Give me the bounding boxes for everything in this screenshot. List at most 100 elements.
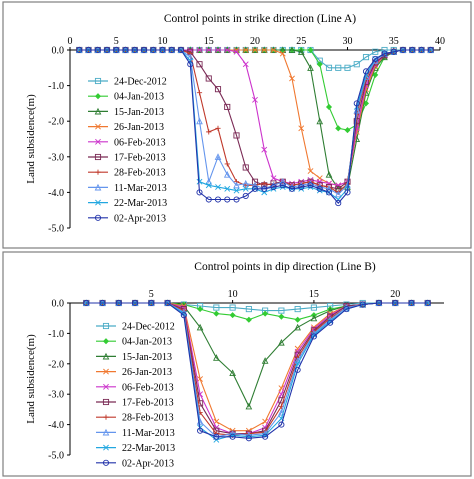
legend-label: 17-Feb-2013	[122, 398, 174, 409]
data-point	[215, 47, 221, 53]
data-point	[399, 46, 407, 54]
data-point	[196, 47, 203, 53]
data-point	[205, 196, 212, 203]
data-point	[131, 46, 138, 54]
data-point	[325, 103, 333, 110]
data-point	[261, 180, 267, 187]
data-point	[233, 48, 240, 55]
legend-item: 11-Mar-2013	[88, 183, 167, 194]
data-point	[252, 96, 258, 103]
data-point	[335, 64, 342, 71]
legend-swatch-marker	[103, 444, 109, 451]
legend-item: 24-Dec-2012	[96, 322, 175, 333]
data-point	[233, 132, 240, 139]
data-point	[224, 161, 230, 167]
data-point	[99, 299, 106, 307]
data-point	[307, 64, 314, 71]
data-point	[252, 47, 258, 53]
data-point	[187, 61, 194, 68]
data-point	[278, 338, 285, 346]
data-point	[310, 333, 317, 340]
data-point	[213, 354, 220, 361]
data-point	[242, 47, 249, 53]
data-point	[214, 86, 222, 93]
y-tick-label: -4.0	[48, 420, 64, 431]
data-point	[289, 75, 295, 82]
legend-label: 28-Feb-2013	[122, 413, 174, 424]
legend-label: 04-Jan-2013	[114, 92, 164, 103]
x-tick-label: 5	[149, 289, 154, 300]
x-tick-label: 10	[158, 36, 168, 47]
data-point	[168, 46, 175, 54]
data-point	[344, 64, 351, 71]
series-02-Apr-2013	[76, 46, 434, 207]
legend-label: 06-Feb-2013	[114, 137, 166, 148]
legend-item: 04-Jan-2013	[96, 337, 172, 348]
legend-swatch-marker	[94, 93, 102, 100]
data-point	[242, 179, 250, 187]
data-point	[294, 316, 301, 323]
data-point	[310, 332, 317, 338]
y-tick-label: -2.0	[48, 359, 64, 370]
data-point	[197, 427, 204, 434]
data-point	[298, 125, 305, 132]
legend-label: 26-Jan-2013	[122, 367, 172, 378]
data-point	[316, 183, 324, 191]
data-point	[197, 376, 204, 382]
data-point	[297, 48, 305, 55]
data-point	[85, 46, 92, 54]
legend-item: 17-Feb-2013	[88, 153, 166, 164]
legend-swatch-marker	[95, 138, 101, 145]
legend-label: 28-Feb-2013	[114, 168, 166, 179]
data-point	[278, 313, 285, 320]
panel-border	[2, 251, 472, 477]
data-point	[270, 184, 277, 191]
data-point	[261, 47, 268, 53]
legend-item: 04-Jan-2013	[88, 92, 164, 103]
legend-item: 22-Mar-2013	[96, 443, 175, 454]
legend-swatch-marker	[94, 153, 102, 161]
legend-label: 06-Feb-2013	[122, 382, 174, 393]
y-tick-label: -5.0	[48, 451, 64, 462]
data-point	[270, 47, 277, 53]
data-point	[278, 421, 285, 428]
data-point	[229, 433, 236, 440]
data-point	[307, 168, 314, 174]
legend-item: 28-Feb-2013	[88, 168, 166, 179]
data-point	[224, 103, 231, 111]
data-point	[196, 189, 203, 196]
data-point	[242, 61, 249, 68]
legend-item: 11-Mar-2013	[96, 428, 175, 439]
data-point	[270, 175, 277, 182]
data-point	[262, 433, 269, 440]
legend-item: 24-Dec-2012	[88, 77, 167, 88]
data-point	[122, 46, 129, 54]
data-point	[327, 319, 334, 326]
data-point	[229, 312, 236, 319]
data-point	[205, 178, 213, 185]
data-point	[148, 299, 155, 307]
legend-item: 06-Feb-2013	[96, 382, 174, 393]
data-point	[362, 68, 370, 75]
data-point	[205, 75, 212, 82]
legend-swatch-marker	[94, 183, 102, 191]
legend: 24-Dec-2012 04-Jan-2013 15-Jan-2013 26-Jan-…	[88, 77, 167, 224]
data-point	[233, 181, 240, 189]
x-tick-label: 40	[435, 36, 445, 47]
legend-swatch-marker	[103, 414, 109, 420]
data-point	[245, 306, 252, 313]
x-tick-label: 20	[250, 36, 260, 47]
data-point	[214, 153, 222, 160]
data-point	[279, 46, 287, 54]
x-tick-label: 25	[296, 36, 306, 47]
data-point	[362, 54, 370, 61]
data-point	[326, 180, 332, 187]
data-point	[307, 179, 314, 187]
data-point	[245, 316, 252, 323]
data-point	[115, 299, 122, 307]
data-point	[251, 181, 259, 189]
legend-item: 22-Mar-2013	[88, 198, 167, 209]
data-point	[214, 196, 222, 203]
data-point	[353, 100, 360, 107]
x-tick-label: 30	[343, 36, 353, 47]
